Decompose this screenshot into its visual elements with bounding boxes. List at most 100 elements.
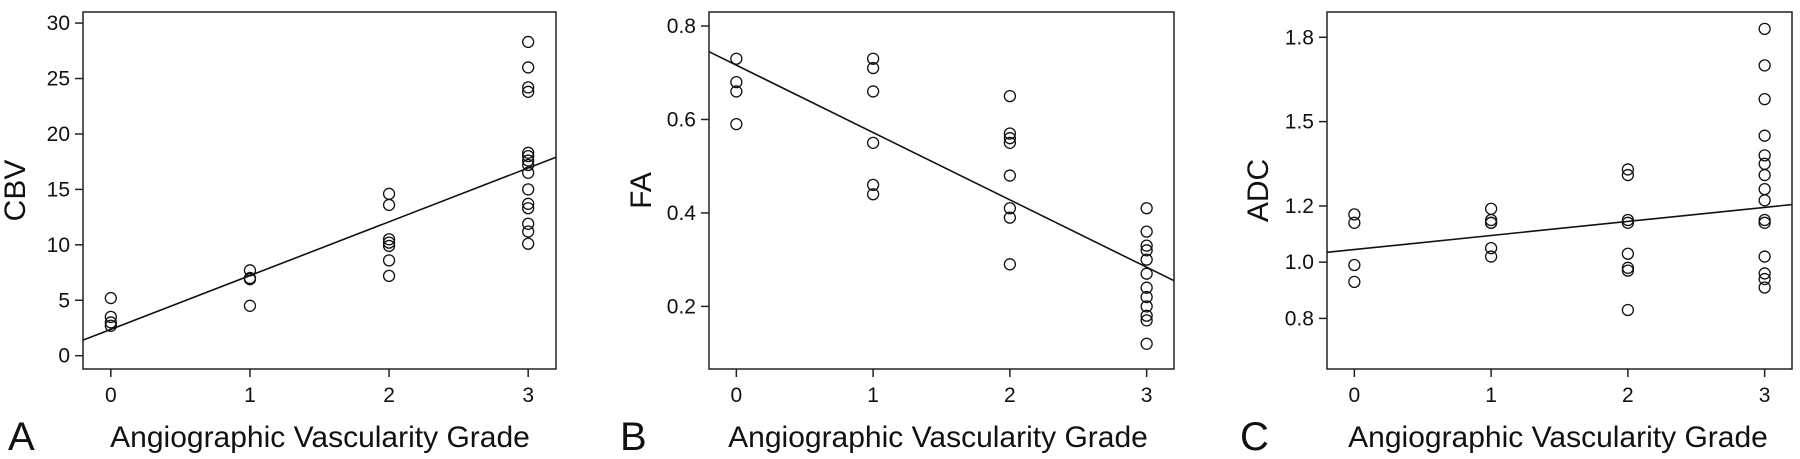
data-point bbox=[1140, 202, 1153, 215]
data-point bbox=[866, 52, 880, 65]
data-point bbox=[1758, 149, 1771, 162]
data-point bbox=[1758, 213, 1771, 227]
data-point bbox=[866, 61, 880, 75]
data-point bbox=[522, 225, 535, 238]
y-tick-label: 0.4 bbox=[667, 202, 697, 225]
x-tick-label: 1 bbox=[244, 384, 256, 407]
panel-label: A bbox=[8, 415, 35, 459]
y-tick-label: 1.0 bbox=[1285, 251, 1314, 274]
data-point bbox=[1484, 250, 1498, 263]
data-point bbox=[866, 188, 880, 201]
data-point bbox=[382, 236, 396, 249]
data-point bbox=[1758, 272, 1771, 286]
data-point bbox=[1003, 258, 1017, 271]
data-point bbox=[866, 85, 880, 98]
data-point bbox=[1003, 136, 1017, 149]
data-point bbox=[522, 158, 535, 172]
data-point bbox=[1348, 208, 1361, 221]
data-point bbox=[1758, 250, 1771, 263]
data-point bbox=[243, 273, 257, 286]
x-tick-label: 1 bbox=[867, 384, 879, 407]
y-tick-label: 15 bbox=[47, 178, 70, 201]
data-point bbox=[1003, 169, 1017, 182]
y-axis-title: ADC bbox=[1242, 159, 1275, 222]
plot-frame bbox=[82, 11, 557, 370]
data-point bbox=[243, 299, 257, 312]
x-tick-label: 1 bbox=[1485, 384, 1497, 407]
x-axis-title: Angiographic Vascularity Grade bbox=[110, 421, 530, 454]
x-tick-label: 2 bbox=[1622, 384, 1634, 407]
data-point bbox=[1003, 132, 1017, 145]
data-point bbox=[1348, 258, 1361, 272]
data-point bbox=[1140, 314, 1153, 327]
plot-frame bbox=[708, 11, 1175, 370]
y-tick-label: 1.2 bbox=[1285, 195, 1314, 218]
data-point bbox=[104, 316, 117, 329]
regression-line bbox=[82, 156, 557, 341]
data-point bbox=[1758, 168, 1771, 182]
data-point bbox=[522, 217, 535, 230]
y-tick-label: 10 bbox=[47, 234, 70, 257]
y-tick-label: 0 bbox=[58, 345, 70, 368]
data-point bbox=[522, 183, 535, 196]
x-tick-label: 3 bbox=[1141, 384, 1153, 407]
data-point bbox=[1758, 129, 1771, 142]
data-point bbox=[382, 187, 396, 200]
data-point bbox=[1140, 253, 1153, 266]
data-point bbox=[1140, 309, 1153, 322]
data-point bbox=[1140, 225, 1153, 238]
data-point bbox=[104, 319, 117, 332]
panel-b-fa: 0 1 2 3 0.2 0.4 0.6 0.8 FA Angiographic Vasculari… bbox=[620, 11, 1175, 459]
data-point bbox=[730, 52, 743, 65]
data-point bbox=[1003, 211, 1017, 224]
x-tick-label: 0 bbox=[105, 384, 117, 407]
y-tick-label: 30 bbox=[47, 12, 70, 35]
y-axis-title: CBV bbox=[0, 160, 32, 222]
data-point bbox=[1758, 267, 1771, 280]
data-point bbox=[1621, 163, 1635, 176]
data-point bbox=[522, 149, 535, 163]
data-point bbox=[1003, 202, 1017, 215]
data-point bbox=[382, 239, 396, 253]
panel-c-adc: 0 1 2 3 0.8 1.0 1.2 1.5 1.8 ADC Angiographic Vascu… bbox=[1240, 11, 1793, 459]
plot-frame bbox=[1326, 11, 1793, 370]
data-point bbox=[522, 146, 535, 159]
y-tick-label: 1.5 bbox=[1285, 111, 1314, 134]
data-point bbox=[1140, 239, 1153, 252]
y-tick-label: 0.8 bbox=[667, 15, 696, 38]
panel-label: B bbox=[620, 415, 647, 459]
y-tick-label: 0.2 bbox=[667, 295, 696, 318]
data-point bbox=[522, 237, 535, 250]
data-point bbox=[866, 136, 880, 149]
panel-label: C bbox=[1240, 415, 1269, 459]
data-point bbox=[1003, 89, 1017, 103]
data-point bbox=[1484, 216, 1498, 229]
y-tick-label: 5 bbox=[58, 289, 70, 312]
data-point bbox=[522, 197, 535, 210]
x-tick-label: 0 bbox=[731, 384, 743, 407]
x-axis-title: Angiographic Vascularity Grade bbox=[1348, 421, 1768, 454]
data-point bbox=[1621, 247, 1635, 260]
data-point bbox=[522, 61, 535, 74]
data-point bbox=[1621, 264, 1635, 277]
data-point bbox=[730, 75, 743, 89]
data-point bbox=[382, 254, 396, 267]
data-point bbox=[522, 85, 535, 98]
data-point bbox=[730, 85, 743, 98]
y-tick-label: 0.8 bbox=[1285, 307, 1314, 330]
data-point bbox=[382, 233, 396, 246]
data-point bbox=[1484, 213, 1498, 227]
x-tick-label: 0 bbox=[1349, 384, 1361, 407]
data-point bbox=[1758, 59, 1771, 72]
data-point bbox=[1140, 281, 1153, 294]
data-point bbox=[1348, 216, 1361, 229]
data-point bbox=[1758, 281, 1771, 294]
data-point bbox=[522, 154, 535, 167]
data-point bbox=[1758, 92, 1771, 106]
data-point bbox=[1348, 275, 1361, 289]
x-tick-label: 3 bbox=[1759, 384, 1771, 407]
y-axis-title: FA bbox=[625, 172, 658, 209]
data-point bbox=[1484, 241, 1498, 255]
